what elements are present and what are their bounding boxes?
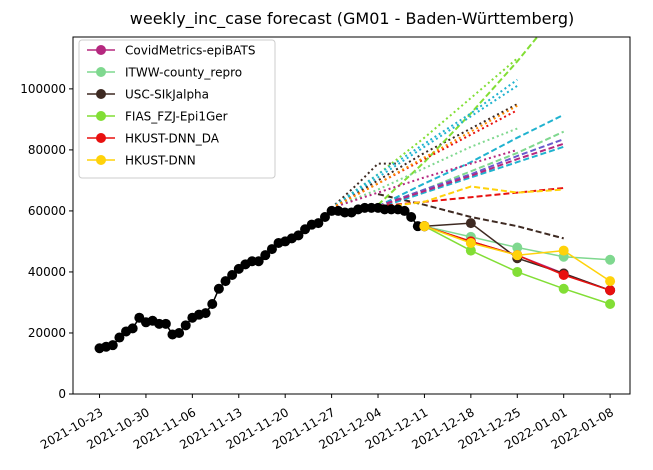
legend-label: FIAS_FZJ-Epi1Ger xyxy=(125,110,228,124)
forecast-line xyxy=(377,37,538,206)
observed-point xyxy=(180,320,191,331)
series-point xyxy=(605,276,616,287)
series-point xyxy=(512,250,523,261)
x-axis: 2021-10-232021-10-302021-11-062021-11-13… xyxy=(38,394,616,452)
legend-swatch-marker xyxy=(96,67,106,77)
legend-label: USC-SIkJalpha xyxy=(125,88,209,102)
observed-series xyxy=(94,202,430,354)
legend-box xyxy=(78,39,276,179)
forecast-line xyxy=(377,145,565,209)
y-tick-label: 20000 xyxy=(28,326,66,340)
y-tick-label: 0 xyxy=(58,387,66,401)
observed-point xyxy=(319,212,330,223)
observed-point xyxy=(107,340,118,351)
observed-point xyxy=(200,308,211,319)
series-point xyxy=(558,283,569,294)
series-point xyxy=(558,245,569,256)
observed-point xyxy=(406,212,417,223)
forecast-line xyxy=(377,142,565,208)
forecast-line xyxy=(330,162,398,209)
observed-point xyxy=(313,218,324,229)
legend-label: HKUST-DNN xyxy=(125,154,196,168)
y-tick-label: 80000 xyxy=(28,143,66,157)
forecast-line xyxy=(377,193,564,240)
observed-point xyxy=(160,318,171,329)
observed-point xyxy=(266,244,277,255)
observed-point xyxy=(213,283,224,294)
series-point xyxy=(512,242,523,253)
series-point xyxy=(558,270,569,280)
legend-label: ITWW-county_repro xyxy=(125,66,242,80)
series-point xyxy=(605,285,616,296)
legend-label: HKUST-DNN_DA xyxy=(125,132,220,146)
forecast-line xyxy=(331,104,518,209)
legend-swatch-marker xyxy=(96,133,106,143)
forecast-line xyxy=(377,113,565,208)
legend-swatch-marker xyxy=(96,155,106,165)
observed-point xyxy=(293,230,304,241)
series-point xyxy=(419,221,430,232)
y-axis: 0 20000 40000 60000 80000 100000 xyxy=(20,82,73,401)
observed-point xyxy=(127,323,138,334)
legend-swatch-marker xyxy=(96,111,106,121)
y-tick-label: 40000 xyxy=(28,265,66,279)
forecast-line xyxy=(331,127,518,209)
model-series xyxy=(419,218,616,309)
forecast-line xyxy=(331,84,518,209)
forecast-line xyxy=(377,185,564,209)
chart-title: weekly_inc_case forecast (GM01 - Baden-W… xyxy=(130,9,574,29)
legend-swatch-marker xyxy=(96,89,106,99)
series-point xyxy=(465,245,476,256)
y-tick-label: 100000 xyxy=(20,82,66,96)
forecast-line xyxy=(331,57,518,209)
observed-point xyxy=(260,250,271,261)
forecast-lines xyxy=(330,37,565,240)
legend-label: CovidMetrics-epiBATS xyxy=(125,44,255,58)
observed-point xyxy=(253,256,264,267)
series-point xyxy=(512,266,523,277)
series-point xyxy=(465,237,476,248)
observed-point xyxy=(227,270,238,280)
observed-point xyxy=(114,332,125,343)
series-point xyxy=(465,218,476,229)
series-point xyxy=(605,298,616,309)
y-tick-label: 60000 xyxy=(28,204,66,218)
plot-frame xyxy=(72,36,631,395)
legend: CovidMetrics-epiBATS ITWW-county_repro USC… xyxy=(78,39,276,179)
observed-point xyxy=(207,298,218,309)
series-point xyxy=(605,254,616,265)
forecast-line xyxy=(331,103,518,209)
legend-swatch-marker xyxy=(96,45,106,55)
observed-point xyxy=(399,205,410,216)
observed-point xyxy=(174,327,185,338)
observed-point xyxy=(220,276,231,287)
